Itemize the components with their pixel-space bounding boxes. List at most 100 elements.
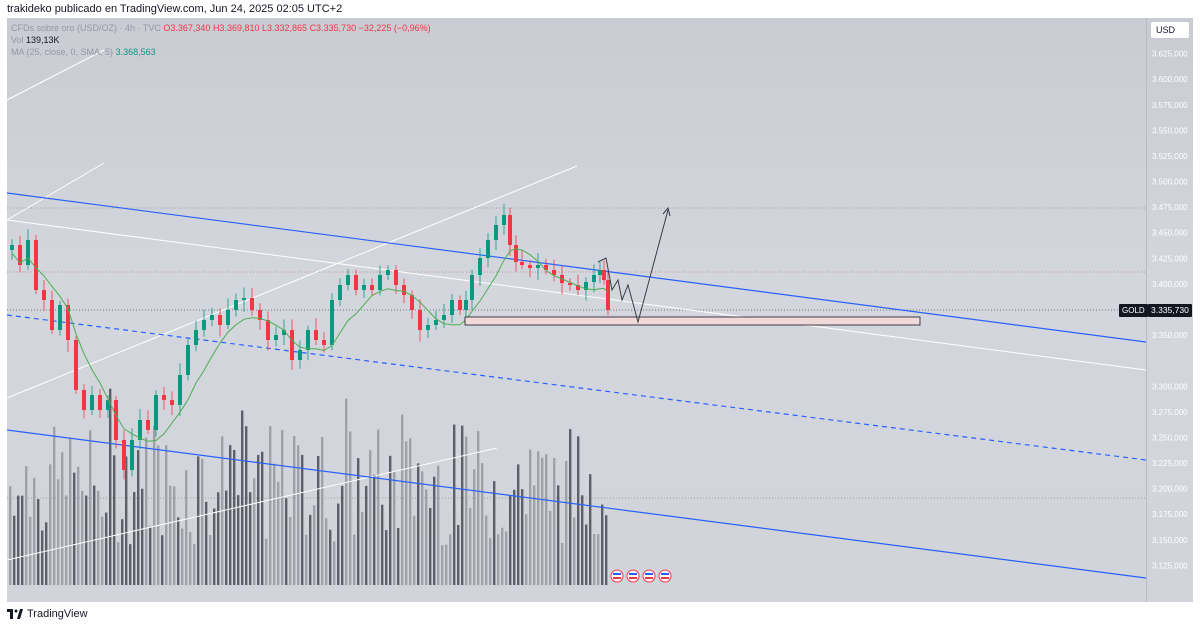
volume-bar bbox=[261, 451, 264, 585]
candle-body bbox=[234, 300, 238, 310]
legend-ma-value: 3.368,563 bbox=[115, 47, 156, 57]
volume-bar bbox=[165, 445, 168, 585]
volume-bar bbox=[349, 431, 352, 585]
volume-bar bbox=[41, 530, 44, 585]
price-tick-label: 3.300,000 bbox=[1152, 382, 1188, 391]
volume-bar bbox=[413, 515, 416, 585]
volume-bar bbox=[537, 451, 540, 585]
gold-symbol-tag: GOLD bbox=[1119, 304, 1148, 317]
volume-bar bbox=[45, 522, 48, 585]
chart-legend: CFDs sobre oro (USD/OZ) · 4h · TVC O3.36… bbox=[11, 22, 431, 58]
candle-body bbox=[274, 335, 278, 340]
volume-bar bbox=[549, 510, 552, 585]
white-trendline-lower bbox=[6, 447, 498, 561]
candle-body bbox=[66, 305, 70, 340]
candle-body bbox=[10, 245, 14, 250]
volume-bar bbox=[313, 505, 316, 585]
volume-bar bbox=[25, 466, 28, 585]
volume-bar bbox=[89, 430, 92, 585]
volume-bar bbox=[209, 535, 212, 585]
volume-bar bbox=[301, 454, 304, 585]
candle-body bbox=[330, 300, 334, 345]
volume-bar bbox=[121, 519, 124, 585]
channel-lower-line bbox=[6, 429, 1147, 579]
volume-bar bbox=[161, 535, 164, 585]
price-tick-label: 3.125,000 bbox=[1152, 561, 1188, 570]
volume-bar bbox=[341, 485, 344, 585]
candle-body bbox=[494, 225, 498, 240]
volume-bar bbox=[225, 490, 228, 585]
volume-bar bbox=[541, 457, 544, 585]
volume-bar bbox=[265, 538, 268, 585]
tradingview-brand[interactable]: TradingView bbox=[7, 607, 88, 621]
price-tick-label: 3.150,000 bbox=[1152, 536, 1188, 545]
candle-body bbox=[18, 245, 22, 265]
event-flag-icon bbox=[626, 569, 640, 583]
volume-bar bbox=[309, 514, 312, 585]
candle-body bbox=[486, 240, 490, 258]
volume-bar bbox=[569, 429, 572, 585]
volume-bar bbox=[117, 542, 120, 585]
event-flag-icon bbox=[642, 569, 656, 583]
volume-bar bbox=[581, 495, 584, 585]
candle-body bbox=[434, 320, 438, 325]
currency-button[interactable]: USD bbox=[1150, 21, 1190, 39]
volume-bar bbox=[329, 529, 332, 585]
volume-bar bbox=[269, 426, 272, 585]
candle-body bbox=[386, 270, 390, 275]
volume-bar bbox=[297, 445, 300, 585]
candle-body bbox=[552, 270, 556, 275]
candle-body bbox=[138, 420, 142, 440]
candle-body bbox=[146, 420, 150, 430]
volume-bar bbox=[529, 449, 532, 585]
candle-body bbox=[194, 330, 198, 345]
volume-bar bbox=[29, 516, 32, 585]
volume-bar bbox=[425, 489, 428, 585]
volume-bar bbox=[561, 542, 564, 585]
price-tick-label: 3.350,000 bbox=[1152, 331, 1188, 340]
volume-bar bbox=[461, 425, 464, 585]
volume-bar bbox=[157, 445, 160, 585]
candle-body bbox=[464, 300, 468, 310]
projection-arrow-head bbox=[662, 206, 671, 217]
volume-bar bbox=[49, 464, 52, 585]
event-flag-stripe bbox=[645, 577, 653, 579]
publish-header: trakideko publicado en TradingView.com, … bbox=[0, 0, 1200, 18]
price-tick-label: 3.575,000 bbox=[1152, 101, 1188, 110]
event-flag-icon bbox=[658, 569, 672, 583]
candle-body bbox=[450, 300, 454, 315]
volume-bar bbox=[61, 452, 64, 585]
candle-body bbox=[410, 295, 414, 310]
event-flag-stripe bbox=[629, 577, 637, 579]
candle-body bbox=[458, 300, 462, 310]
volume-bar bbox=[501, 527, 504, 585]
candle-body bbox=[178, 375, 182, 405]
volume-bar bbox=[293, 436, 296, 585]
price-tick-label: 3.425,000 bbox=[1152, 254, 1188, 263]
candle-body bbox=[602, 270, 606, 280]
candle-body bbox=[34, 240, 38, 290]
price-tick-label: 3.600,000 bbox=[1152, 75, 1188, 84]
volume-bar bbox=[281, 429, 284, 585]
candle-body bbox=[354, 275, 358, 290]
candle-body bbox=[346, 275, 350, 285]
volume-bar bbox=[229, 445, 232, 585]
volume-bar bbox=[405, 441, 408, 585]
candle-body bbox=[584, 282, 588, 290]
volume-bar bbox=[217, 492, 220, 585]
candle-body bbox=[598, 270, 602, 275]
volume-bar bbox=[233, 449, 236, 585]
candle-body bbox=[362, 285, 366, 290]
volume-bar bbox=[509, 495, 512, 585]
volume-bar bbox=[393, 471, 396, 585]
volume-bar bbox=[485, 515, 488, 585]
volume-bar bbox=[321, 436, 324, 585]
legend-close: C3.335,730 bbox=[309, 23, 357, 33]
volume-bar bbox=[445, 544, 448, 585]
volume-bar bbox=[377, 429, 380, 585]
candle-body bbox=[242, 298, 246, 300]
event-flag-stripe bbox=[613, 573, 621, 575]
last-price-tag: 3.335,730 bbox=[1148, 304, 1192, 317]
volume-bar bbox=[237, 495, 240, 585]
